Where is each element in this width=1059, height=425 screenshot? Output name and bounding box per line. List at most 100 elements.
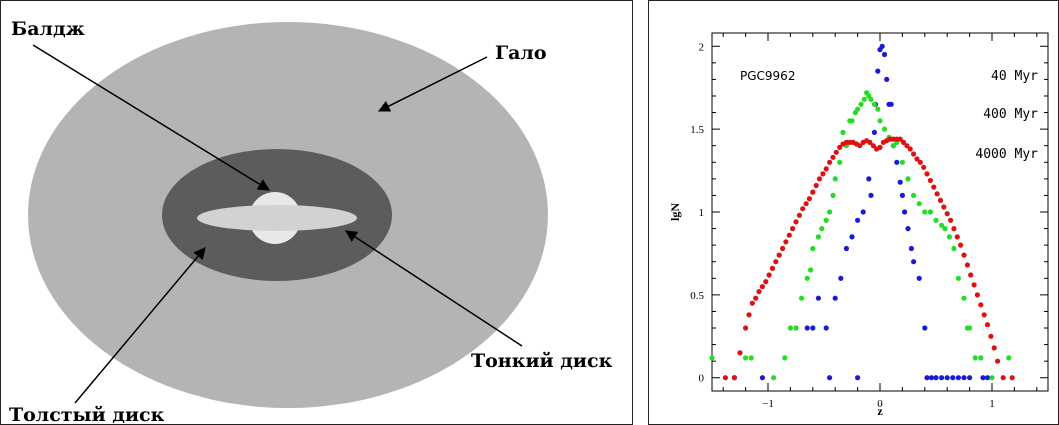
point-series-2	[731, 375, 737, 381]
point-series-0	[911, 259, 917, 265]
point-series-2	[833, 149, 839, 155]
point-series-2	[806, 196, 812, 202]
point-series-0	[871, 129, 877, 135]
point-series-2	[944, 211, 950, 217]
halo-label: Гало	[495, 42, 547, 64]
point-series-1	[905, 176, 911, 182]
point-series-2	[746, 312, 752, 318]
point-series-1	[830, 192, 836, 198]
point-series-2	[820, 171, 826, 177]
point-series-2	[793, 219, 799, 225]
point-series-1	[743, 355, 749, 361]
point-series-1	[972, 355, 978, 361]
point-series-2	[897, 136, 903, 142]
point-series-2	[941, 204, 947, 210]
point-series-2	[790, 226, 796, 232]
y-tick-label: 0	[699, 373, 705, 385]
point-series-1	[819, 226, 825, 232]
point-series-0	[849, 234, 855, 240]
point-series-1	[861, 96, 867, 102]
y-tick-label: 2	[699, 41, 705, 53]
point-series-2	[1000, 375, 1006, 381]
point-series-2	[958, 242, 964, 248]
point-series-0	[961, 375, 967, 381]
point-series-2	[800, 206, 806, 212]
x-axis-label: z	[877, 404, 883, 418]
point-series-1	[840, 129, 846, 135]
point-series-1	[837, 159, 843, 165]
point-series-0	[905, 226, 911, 232]
thick-disk-arrow	[74, 247, 206, 404]
point-series-0	[810, 325, 816, 331]
point-series-1	[922, 209, 928, 215]
point-series-1	[804, 275, 810, 281]
point-series-2	[954, 234, 960, 240]
point-series-1	[967, 325, 973, 331]
axis-ticks: −1 0 1 0 0.5 1 1.5 2	[690, 33, 1048, 410]
point-series-1	[808, 267, 814, 273]
point-series-0	[855, 217, 861, 223]
point-series-1	[815, 234, 821, 240]
x-tick-label: 1	[989, 398, 995, 410]
point-series-2	[743, 325, 749, 331]
point-series-2	[810, 189, 816, 195]
point-series-1	[748, 355, 754, 361]
point-series-1	[823, 217, 829, 223]
point-series-1	[939, 222, 945, 228]
point-series-2	[900, 139, 907, 145]
point-series-0	[843, 245, 849, 252]
point-series-0	[860, 209, 866, 215]
point-series-2	[753, 295, 759, 301]
thin-disk-arrow	[344, 230, 523, 347]
point-series-0	[902, 209, 908, 215]
point-series-0	[950, 375, 956, 381]
point-series-2	[934, 191, 940, 197]
y-axis-label: lgN	[668, 203, 682, 221]
thin-disk-ellipse	[197, 205, 357, 231]
point-series-2	[877, 144, 883, 150]
point-series-0	[884, 76, 890, 82]
point-series-0	[881, 51, 888, 58]
point-series-2	[803, 201, 809, 207]
legend-40-myr: 40 Myr	[991, 69, 1038, 84]
point-series-1	[793, 325, 799, 331]
point-series-0	[908, 245, 914, 252]
point-series-2	[991, 345, 997, 351]
point-series-2	[914, 156, 920, 162]
point-series-2	[823, 166, 829, 172]
point-series-2	[813, 182, 819, 189]
bulge-arrow	[32, 44, 271, 191]
point-series-1	[933, 217, 939, 223]
point-series-2	[857, 143, 863, 149]
y-tick-label: 0.5	[690, 290, 704, 302]
point-series-0	[823, 325, 829, 331]
point-series-1	[858, 101, 864, 107]
point-series-2	[971, 282, 977, 288]
point-series-1	[827, 209, 833, 215]
point-series-2	[722, 375, 728, 381]
point-series-0	[916, 275, 922, 281]
thin-disk-label: Тонкий диск	[471, 350, 613, 372]
point-series-2	[827, 159, 833, 165]
point-series-2	[870, 143, 876, 149]
point-series-2	[907, 146, 913, 152]
y-tick-label: 1.5	[690, 124, 704, 136]
point-series-0	[759, 375, 765, 381]
point-series-0	[838, 275, 844, 281]
vertical-distribution-chart: −1 0 1 0 0.5 1 1.5 2 z lgN PGC9962 40 Myr 400 M…	[648, 0, 1059, 425]
point-series-2	[995, 358, 1001, 364]
point-series-2	[786, 232, 792, 238]
point-series-1	[771, 375, 777, 381]
point-series-1	[871, 101, 877, 107]
point-series-2	[917, 159, 923, 165]
point-series-0	[980, 375, 986, 381]
point-series-0	[894, 159, 900, 165]
point-series-2	[974, 292, 980, 298]
point-series-2	[749, 300, 755, 306]
point-series-2	[766, 272, 772, 278]
point-series-1	[855, 106, 861, 112]
diagram-canvas: Балдж Гало Тонкий диск Толстый диск	[9, 18, 613, 423]
point-series-2	[981, 312, 987, 318]
point-series-1	[799, 295, 805, 301]
point-series-2	[830, 154, 836, 160]
